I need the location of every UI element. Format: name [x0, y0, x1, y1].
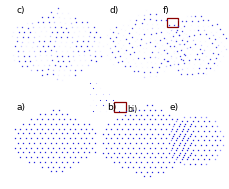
Text: bi): bi): [126, 105, 136, 114]
Text: e): e): [169, 103, 178, 112]
Bar: [114, 102, 125, 112]
Text: d): d): [109, 6, 119, 15]
Text: b): b): [106, 103, 116, 112]
Text: c): c): [17, 6, 25, 15]
Text: f): f): [162, 6, 169, 15]
Text: a): a): [17, 103, 26, 112]
Bar: [166, 18, 177, 27]
